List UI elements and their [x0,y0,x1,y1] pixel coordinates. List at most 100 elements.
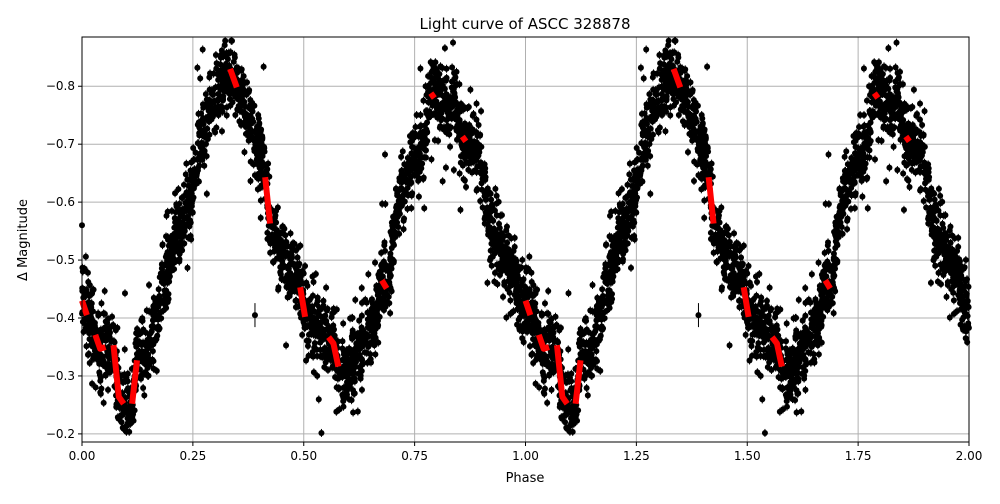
observation-point [727,342,733,348]
observation-point [482,177,488,183]
observation-point [323,285,329,291]
observation-point [457,207,463,213]
observation-point [711,250,717,256]
observation-point [265,161,271,167]
observation-point [826,151,832,157]
observation-point [894,40,900,46]
observation-point [842,154,848,160]
observation-point [258,215,264,221]
observation-point [901,207,907,213]
observation-point [401,226,407,232]
observation-point [599,286,605,292]
observation-point [738,255,744,261]
observation-point [421,205,427,211]
observation-point [156,286,162,292]
observation-point [879,138,885,144]
observation-point [565,290,571,296]
observation-point [492,186,498,192]
observation-point [359,387,365,393]
observation-point [844,226,850,232]
observation-point [261,64,267,70]
observation-point [894,167,900,173]
observation-point [704,64,710,70]
observation-point [691,178,697,184]
observation-point [544,400,550,406]
observation-point [582,317,588,323]
observation-point [451,167,457,173]
observation-point [784,321,790,327]
observation-point [709,161,715,167]
observation-point [200,46,206,52]
observation-point [825,239,831,245]
observation-point [963,257,969,263]
observation-point [311,279,317,285]
observation-point [834,241,840,247]
observation-point [936,186,942,192]
observation-point [138,317,144,323]
observation-point [928,280,934,286]
observation-point [886,165,892,171]
observation-point [951,297,957,303]
observation-point [323,318,329,324]
observation-point [926,177,932,183]
observation-point [470,111,476,117]
observation-point [796,297,802,303]
observation-point [848,206,854,212]
observation-point [942,212,948,218]
observation-point [641,75,647,81]
observation-point [519,257,525,263]
observation-point [372,260,378,266]
observation-point [295,255,301,261]
observation-point [701,215,707,221]
observation-point [461,176,467,182]
observation-point [390,241,396,247]
observation-point [865,205,871,211]
observation-point [164,213,170,219]
observation-point [154,368,160,374]
observation-point [404,206,410,212]
observation-point [754,279,760,285]
observation-point [816,260,822,266]
observation-point [318,430,324,436]
observation-point [382,239,388,245]
observation-point [247,178,253,184]
observation-point [101,400,107,406]
observation-point [731,230,737,236]
observation-point [507,297,513,303]
observation-point [762,430,768,436]
observation-point [275,287,281,293]
observation-point [477,198,483,204]
observation-point [921,198,927,204]
observation-point [914,111,920,117]
observation-point [83,254,89,260]
observation-point [767,318,773,324]
observation-point [359,285,365,291]
observation-point [435,138,441,144]
observation-point [526,254,532,260]
observation-point [443,165,449,171]
observation-point [316,396,322,402]
observation-point [204,191,210,197]
observation-point [339,338,345,344]
observation-point [719,287,725,293]
observation-point [759,396,765,402]
observation-point [450,40,456,46]
observation-point [528,352,534,358]
observation-point [352,297,358,303]
observation-point [623,194,629,200]
observation-point [802,387,808,393]
observation-point [802,285,808,291]
observation-point [783,338,789,344]
observation-point [398,154,404,160]
observation-point [382,151,388,157]
observation-point [767,285,773,291]
observation-point [105,387,111,393]
observation-point [85,352,91,358]
observation-point [180,194,186,200]
observation-point [499,212,505,218]
observation-point [904,176,910,182]
observation-point [340,321,346,327]
observation-point [647,191,653,197]
observation-point [484,280,490,286]
observation-point [643,46,649,52]
